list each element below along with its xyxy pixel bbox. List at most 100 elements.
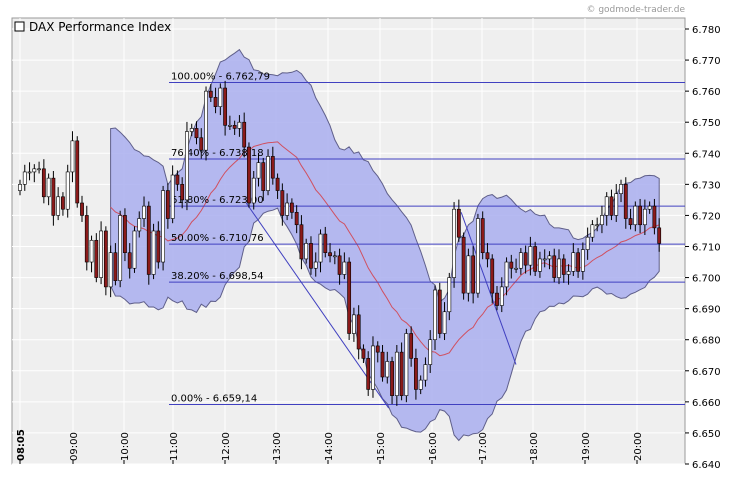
candle-body <box>142 205 146 219</box>
y-tick-label: 6.730 <box>692 180 721 191</box>
candle <box>280 183 285 226</box>
candle <box>46 173 51 206</box>
candle-body <box>361 348 366 359</box>
candle <box>447 272 452 321</box>
candle <box>538 251 542 278</box>
candle-body <box>251 177 256 204</box>
candle-body <box>409 333 414 359</box>
candle-body <box>189 128 194 132</box>
candle-body <box>70 140 75 173</box>
candle-body <box>132 230 137 269</box>
candles <box>18 80 662 406</box>
candle-body <box>614 193 619 216</box>
candle <box>414 348 418 400</box>
candle-body <box>476 218 480 294</box>
fib-label: 76.40% - 6.738,18 <box>171 148 264 159</box>
candle-body <box>170 174 175 219</box>
candle <box>156 221 161 269</box>
candle <box>65 164 70 218</box>
candle <box>337 248 342 285</box>
candle <box>242 112 247 158</box>
candle <box>394 344 399 406</box>
y-tick-label: 6.640 <box>692 460 721 471</box>
candle <box>180 177 185 209</box>
candle <box>56 187 61 221</box>
candle-body <box>304 243 309 260</box>
candle <box>18 179 22 196</box>
candle <box>485 243 490 268</box>
candle <box>600 205 604 234</box>
candle <box>318 229 323 273</box>
candle <box>199 128 204 159</box>
candle <box>227 115 232 130</box>
candle <box>208 83 213 103</box>
candle-body <box>442 311 447 334</box>
candle-body <box>194 128 199 139</box>
candle-body <box>471 255 476 294</box>
candle-body <box>495 292 499 306</box>
candle <box>528 236 533 276</box>
candle-body <box>199 137 204 151</box>
candle <box>289 198 294 219</box>
candle <box>80 195 84 222</box>
candle <box>142 196 146 227</box>
candle-body <box>108 252 113 288</box>
candle <box>75 136 80 208</box>
candle <box>638 198 643 234</box>
candle-body <box>103 230 108 288</box>
candle-body <box>447 277 452 313</box>
candle <box>366 351 371 396</box>
candle-body <box>642 208 647 226</box>
candle-body <box>161 190 166 263</box>
fib-label: 50.00% - 6.710,76 <box>171 233 264 244</box>
candle-body <box>523 252 528 266</box>
candle <box>294 205 299 234</box>
x-tick-label: 18:00 <box>529 432 540 461</box>
candle <box>499 277 504 313</box>
candle <box>433 285 437 350</box>
candle-body <box>37 168 41 171</box>
moving-average-line <box>110 141 660 357</box>
candle-body <box>557 258 561 278</box>
candle <box>22 164 27 191</box>
candle-body <box>285 202 290 216</box>
candle-body <box>375 345 380 353</box>
candle <box>146 201 151 285</box>
candle <box>490 254 495 304</box>
candle-body <box>404 333 409 396</box>
watermark: © godmode-trader.de <box>586 5 685 15</box>
candle-body <box>538 258 542 272</box>
candle <box>185 121 189 211</box>
candle <box>347 257 352 341</box>
candle-body <box>371 345 375 390</box>
candle <box>89 235 94 273</box>
candle-body <box>127 252 132 269</box>
x-tick-label: 12:00 <box>221 432 232 461</box>
candle <box>542 249 547 268</box>
candle-body <box>342 261 347 275</box>
candle <box>70 131 75 183</box>
candle-body <box>518 252 523 269</box>
candle-body <box>65 171 70 210</box>
candle <box>628 208 633 230</box>
candle <box>418 375 423 395</box>
candle <box>309 236 313 275</box>
candle-body <box>437 289 442 334</box>
candle-body <box>18 184 22 191</box>
x-axis: 08:05 09:00 10:00 11:00 12:00 13:00 14:00 15:00… <box>16 429 644 464</box>
candle <box>428 330 433 373</box>
x-tick-label: 17:00 <box>478 432 489 461</box>
candle-body <box>566 271 571 275</box>
candle-body <box>46 177 51 198</box>
candle-body <box>294 212 299 226</box>
candle <box>275 173 280 199</box>
candle <box>561 254 566 283</box>
candle <box>251 170 256 210</box>
candle <box>123 208 127 262</box>
candle-body <box>94 239 99 278</box>
candle-body <box>547 255 552 260</box>
candle <box>32 164 37 183</box>
candle <box>37 161 41 174</box>
candle <box>585 227 590 260</box>
